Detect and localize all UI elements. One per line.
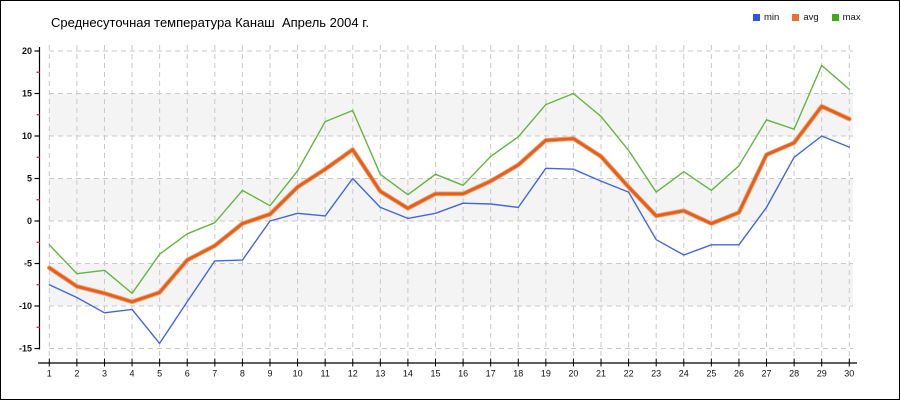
svg-text:8: 8 [240,369,245,379]
svg-text:-15: -15 [19,344,32,354]
svg-text:11: 11 [320,369,329,379]
svg-text:26: 26 [734,369,744,379]
svg-text:-10: -10 [19,301,32,311]
svg-text:14: 14 [403,369,413,379]
avg-series-swatch-icon [792,14,800,21]
svg-text:3: 3 [102,369,107,379]
svg-text:27: 27 [762,369,772,379]
svg-text:5: 5 [27,174,32,184]
max-series-swatch-icon [831,14,839,21]
svg-text:9: 9 [267,369,272,379]
svg-text:-5: -5 [24,259,32,269]
svg-text:12: 12 [348,369,358,379]
legend-item-avg: avg [792,12,819,23]
svg-text:22: 22 [624,369,634,379]
svg-text:13: 13 [375,369,385,379]
legend-label-max: max [842,12,861,23]
svg-text:15: 15 [22,89,32,99]
svg-text:25: 25 [706,369,716,379]
svg-text:23: 23 [651,369,661,379]
svg-text:17: 17 [486,369,496,379]
svg-text:30: 30 [844,369,854,379]
svg-text:0: 0 [27,216,32,226]
legend-item-max: max [831,12,861,23]
svg-text:29: 29 [817,369,827,379]
svg-text:19: 19 [541,369,551,379]
svg-text:10: 10 [293,369,303,379]
svg-text:2: 2 [74,369,79,379]
svg-text:7: 7 [212,369,217,379]
svg-text:5: 5 [157,369,162,379]
svg-text:1: 1 [47,369,52,379]
svg-text:18: 18 [513,369,523,379]
svg-text:16: 16 [458,369,468,379]
svg-text:28: 28 [789,369,799,379]
min-series-swatch-icon [753,14,760,21]
svg-text:20: 20 [568,369,578,379]
legend-label-min: min [764,12,780,23]
chart-title: Среднесуточная температура Канаш Апрель … [51,15,369,30]
legend-label-avg: avg [803,12,819,23]
svg-text:20: 20 [22,46,32,56]
chart-legend: min avg max [753,12,861,23]
svg-text:10: 10 [22,131,32,141]
svg-text:4: 4 [130,369,135,379]
svg-text:24: 24 [679,369,689,379]
svg-text:21: 21 [596,369,606,379]
legend-item-min: min [753,12,779,23]
svg-text:15: 15 [430,369,440,379]
svg-text:6: 6 [185,369,190,379]
